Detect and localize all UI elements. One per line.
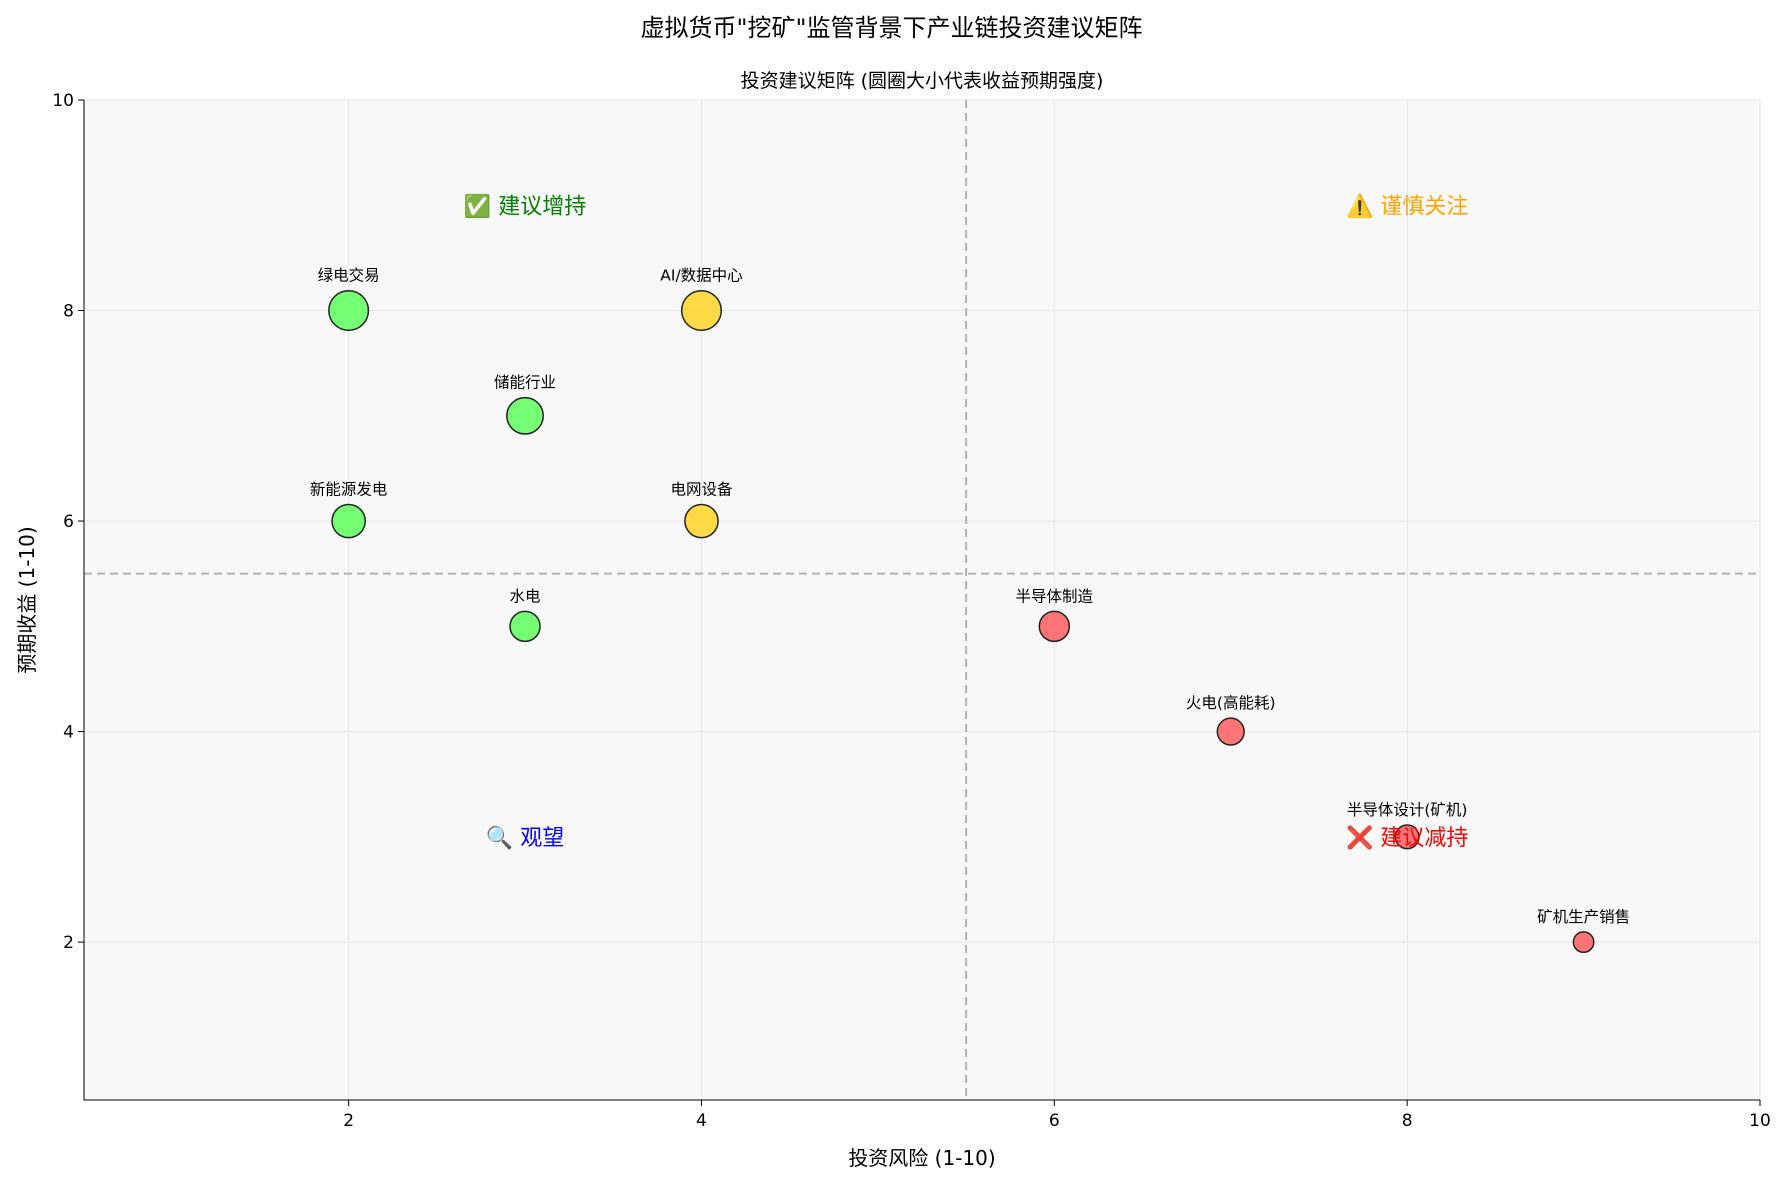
point-label: 半导体制造: [1016, 587, 1094, 605]
quadrant-label: ⚠️ 谨慎关注: [1346, 193, 1468, 219]
x-tick-label: 8: [1402, 1111, 1413, 1131]
point-label: 水电: [510, 587, 541, 605]
quadrant-label: ✅ 建议增持: [464, 193, 586, 219]
x-axis-label: 投资风险 (1-10): [848, 1146, 995, 1170]
point-label: 矿机生产销售: [1537, 908, 1630, 926]
y-tick-label: 6: [63, 512, 74, 532]
point-label: 储能行业: [494, 374, 556, 392]
x-tick-label: 6: [1049, 1111, 1060, 1131]
figure-suptitle: 虚拟货币"挖矿"监管背景下产业链投资建议矩阵: [640, 14, 1143, 42]
scatter-point: [331, 503, 366, 539]
axes: 2 4 6 8 10 2 4 6 8 10: [52, 91, 1770, 1131]
x-tick-label: 10: [1749, 1111, 1771, 1131]
quadrant-label: 🔍 观望: [486, 823, 564, 851]
scatter-point: [509, 610, 541, 643]
scatter-points: [328, 289, 1595, 954]
y-tick-label: 4: [63, 723, 74, 743]
x-tick-label: 4: [696, 1111, 707, 1131]
scatter-point: [1216, 717, 1245, 746]
x-tick-label: 2: [343, 1111, 354, 1131]
y-tick-label: 8: [63, 302, 74, 322]
y-tick-label: 2: [63, 933, 74, 953]
scatter-point: [1394, 824, 1420, 850]
scatter-point: [506, 396, 545, 435]
scatter-point: [680, 289, 723, 332]
y-tick-label: 10: [52, 91, 74, 111]
point-label: 半导体设计(矿机): [1347, 801, 1468, 819]
plot-area: [84, 100, 1760, 1100]
point-label: 火电(高能耗): [1186, 694, 1276, 712]
scatter-point: [328, 289, 370, 332]
scatter-point: [1572, 931, 1595, 954]
scatter-point: [1038, 610, 1071, 643]
point-label: 绿电交易: [318, 267, 380, 285]
scatter-point: [684, 503, 719, 539]
point-label: AI/数据中心: [660, 267, 742, 285]
quadrant-labels: ✅ 建议增持 ⚠️ 谨慎关注 🔍 观望 ❌ 建议减持: [464, 193, 1468, 851]
point-label: 电网设备: [670, 480, 733, 498]
point-label: 新能源发电: [310, 480, 388, 498]
y-axis-label: 预期收益 (1-10): [15, 526, 39, 673]
quadrant-label: ❌ 建议减持: [1346, 825, 1468, 851]
chart-title: 投资建议矩阵 (圆圈大小代表收益预期强度): [740, 70, 1104, 92]
quadrant-dividers: [84, 100, 1760, 1100]
